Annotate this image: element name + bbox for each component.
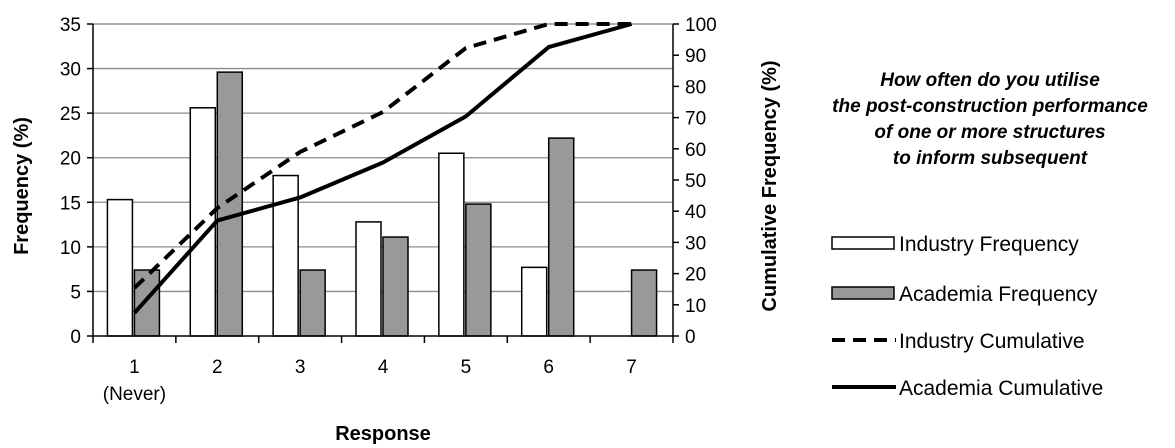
right-tick-label: 80 [685,77,706,98]
legend-swatch [831,286,895,300]
x-tick-label: 3 [295,357,306,378]
bar-academia-frequency [133,269,161,337]
bar-industry-frequency [438,152,465,337]
left-tick-label: 15 [60,193,81,214]
right-tick-label: 20 [685,265,706,286]
left-tick-label: 10 [60,238,81,259]
x-tick-label-line2: (Never) [103,384,166,405]
x-tick-label: 1 [129,357,140,378]
bar-academia-frequency [630,269,658,337]
line-academia-cumulative [132,22,633,315]
line-industry-cumulative [133,22,632,290]
right-tick-label: 90 [685,46,706,67]
bar-academia-frequency [547,137,575,337]
x-tick-label: 7 [626,357,637,378]
left-tick-label: 20 [60,149,81,170]
bar-industry-frequency [106,198,134,337]
right-tick-label: 100 [685,15,717,36]
left-tick-label: 25 [60,104,81,125]
x-axis-ticks: 1 (Never) 2 3 4 5 6 7 [92,336,674,405]
left-tick-label: 30 [60,60,81,81]
legend-label: Industry Cumulative [899,330,1085,353]
x-tick-label: 5 [461,357,472,378]
bar-industry-frequency [355,221,382,337]
legend-swatch [831,236,895,250]
x-tick-label: 6 [543,357,554,378]
x-tick-label: 4 [378,357,389,378]
question-annotation: How often do you utilise the post-constru… [832,70,1148,169]
left-tick-label: 0 [70,327,81,348]
right-axis-ticks: 0 10 20 30 40 50 60 70 80 90 100 [673,15,717,348]
x-axis-title: Response [335,423,431,445]
question-line: How often do you utilise [880,70,1100,91]
right-tick-label: 70 [685,109,706,130]
bar-academia-frequency [382,236,409,337]
left-axis-ticks: 0 5 10 15 20 25 30 35 [60,15,93,348]
question-line: of one or more structures [874,122,1105,143]
bar-academia-frequency [465,203,492,337]
right-tick-label: 10 [685,296,706,317]
right-tick-label: 40 [685,202,706,223]
bar-academia-frequency [299,269,326,337]
question-line: the post-construction performance [832,96,1148,117]
left-tick-label: 35 [60,15,81,36]
y-axis-title-left: Frequency (%) [11,117,33,255]
legend-label: Academia Frequency [899,283,1098,306]
x-tick-label: 2 [212,357,223,378]
right-tick-label: 60 [685,140,706,161]
right-tick-label: 50 [685,171,706,192]
cumulative-lines [132,22,633,315]
y-axis-title-right: Cumulative Frequency (%) [759,60,781,311]
right-tick-label: 0 [685,327,696,348]
bar-industry-frequency [520,266,548,337]
left-tick-label: 5 [70,282,81,303]
legend: Industry Frequency Academia Frequency Indu… [831,233,1103,400]
bar-academia-frequency [216,71,244,337]
legend-label: Academia Cumulative [899,377,1103,400]
right-tick-label: 30 [685,233,706,254]
legend-label: Industry Frequency [899,233,1079,256]
question-line: to inform subsequent [893,148,1088,169]
